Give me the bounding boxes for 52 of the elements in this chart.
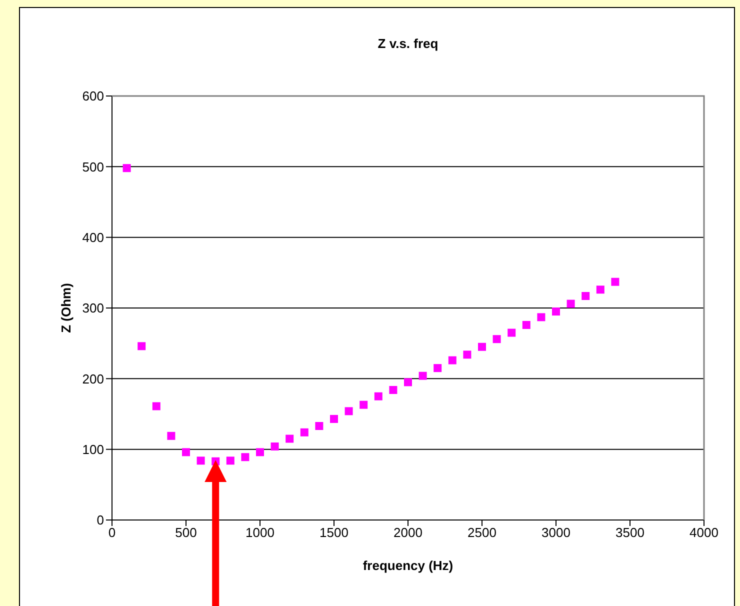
x-tick-label: 4000 [690, 525, 718, 540]
y-axis-title: Z (Ohm) [58, 283, 74, 333]
y-tick-label: 0 [96, 512, 104, 528]
point [418, 372, 427, 380]
point [167, 432, 176, 440]
x-tick-label: 0 [108, 525, 116, 540]
x-tick-label: 2000 [394, 525, 422, 540]
y-tick-label: 400 [82, 230, 104, 245]
point [286, 434, 294, 443]
point [374, 392, 382, 400]
point [537, 313, 546, 322]
point [434, 364, 442, 372]
point [404, 378, 412, 386]
point [344, 407, 353, 416]
x-tick-label: 3500 [616, 525, 644, 540]
point [522, 320, 530, 329]
point [448, 356, 456, 364]
point [256, 448, 264, 456]
point [182, 448, 190, 456]
x-tick-label: 1000 [246, 525, 274, 540]
x-axis-title: frequency (Hz) [362, 558, 454, 573]
point [270, 442, 279, 451]
y-tick-label: 600 [82, 88, 104, 104]
point [596, 286, 604, 294]
point [508, 328, 516, 337]
x-tick-label: 1500 [320, 525, 348, 540]
point [492, 335, 501, 344]
y-tick-label: 300 [82, 300, 104, 316]
y-tick-label: 500 [82, 159, 104, 174]
point [122, 164, 131, 172]
point [241, 453, 250, 462]
x-tick-label: 3000 [542, 525, 570, 540]
y-tick-label: 100 [82, 442, 104, 457]
point [389, 386, 398, 394]
point [300, 428, 308, 436]
point [552, 308, 560, 316]
point [582, 292, 590, 300]
x-tick-label: 500 [175, 525, 197, 540]
point [360, 400, 368, 409]
x-tick-label: 2500 [468, 525, 496, 540]
point [478, 342, 486, 351]
y-tick-label: 200 [82, 371, 104, 386]
point [315, 422, 324, 430]
chart-title: Z v.s. freq [378, 36, 438, 51]
point [566, 300, 575, 308]
point [330, 414, 338, 423]
point [152, 402, 160, 410]
point [196, 456, 205, 465]
point [463, 350, 472, 359]
point [226, 456, 234, 465]
point [138, 342, 146, 350]
point [611, 278, 620, 286]
